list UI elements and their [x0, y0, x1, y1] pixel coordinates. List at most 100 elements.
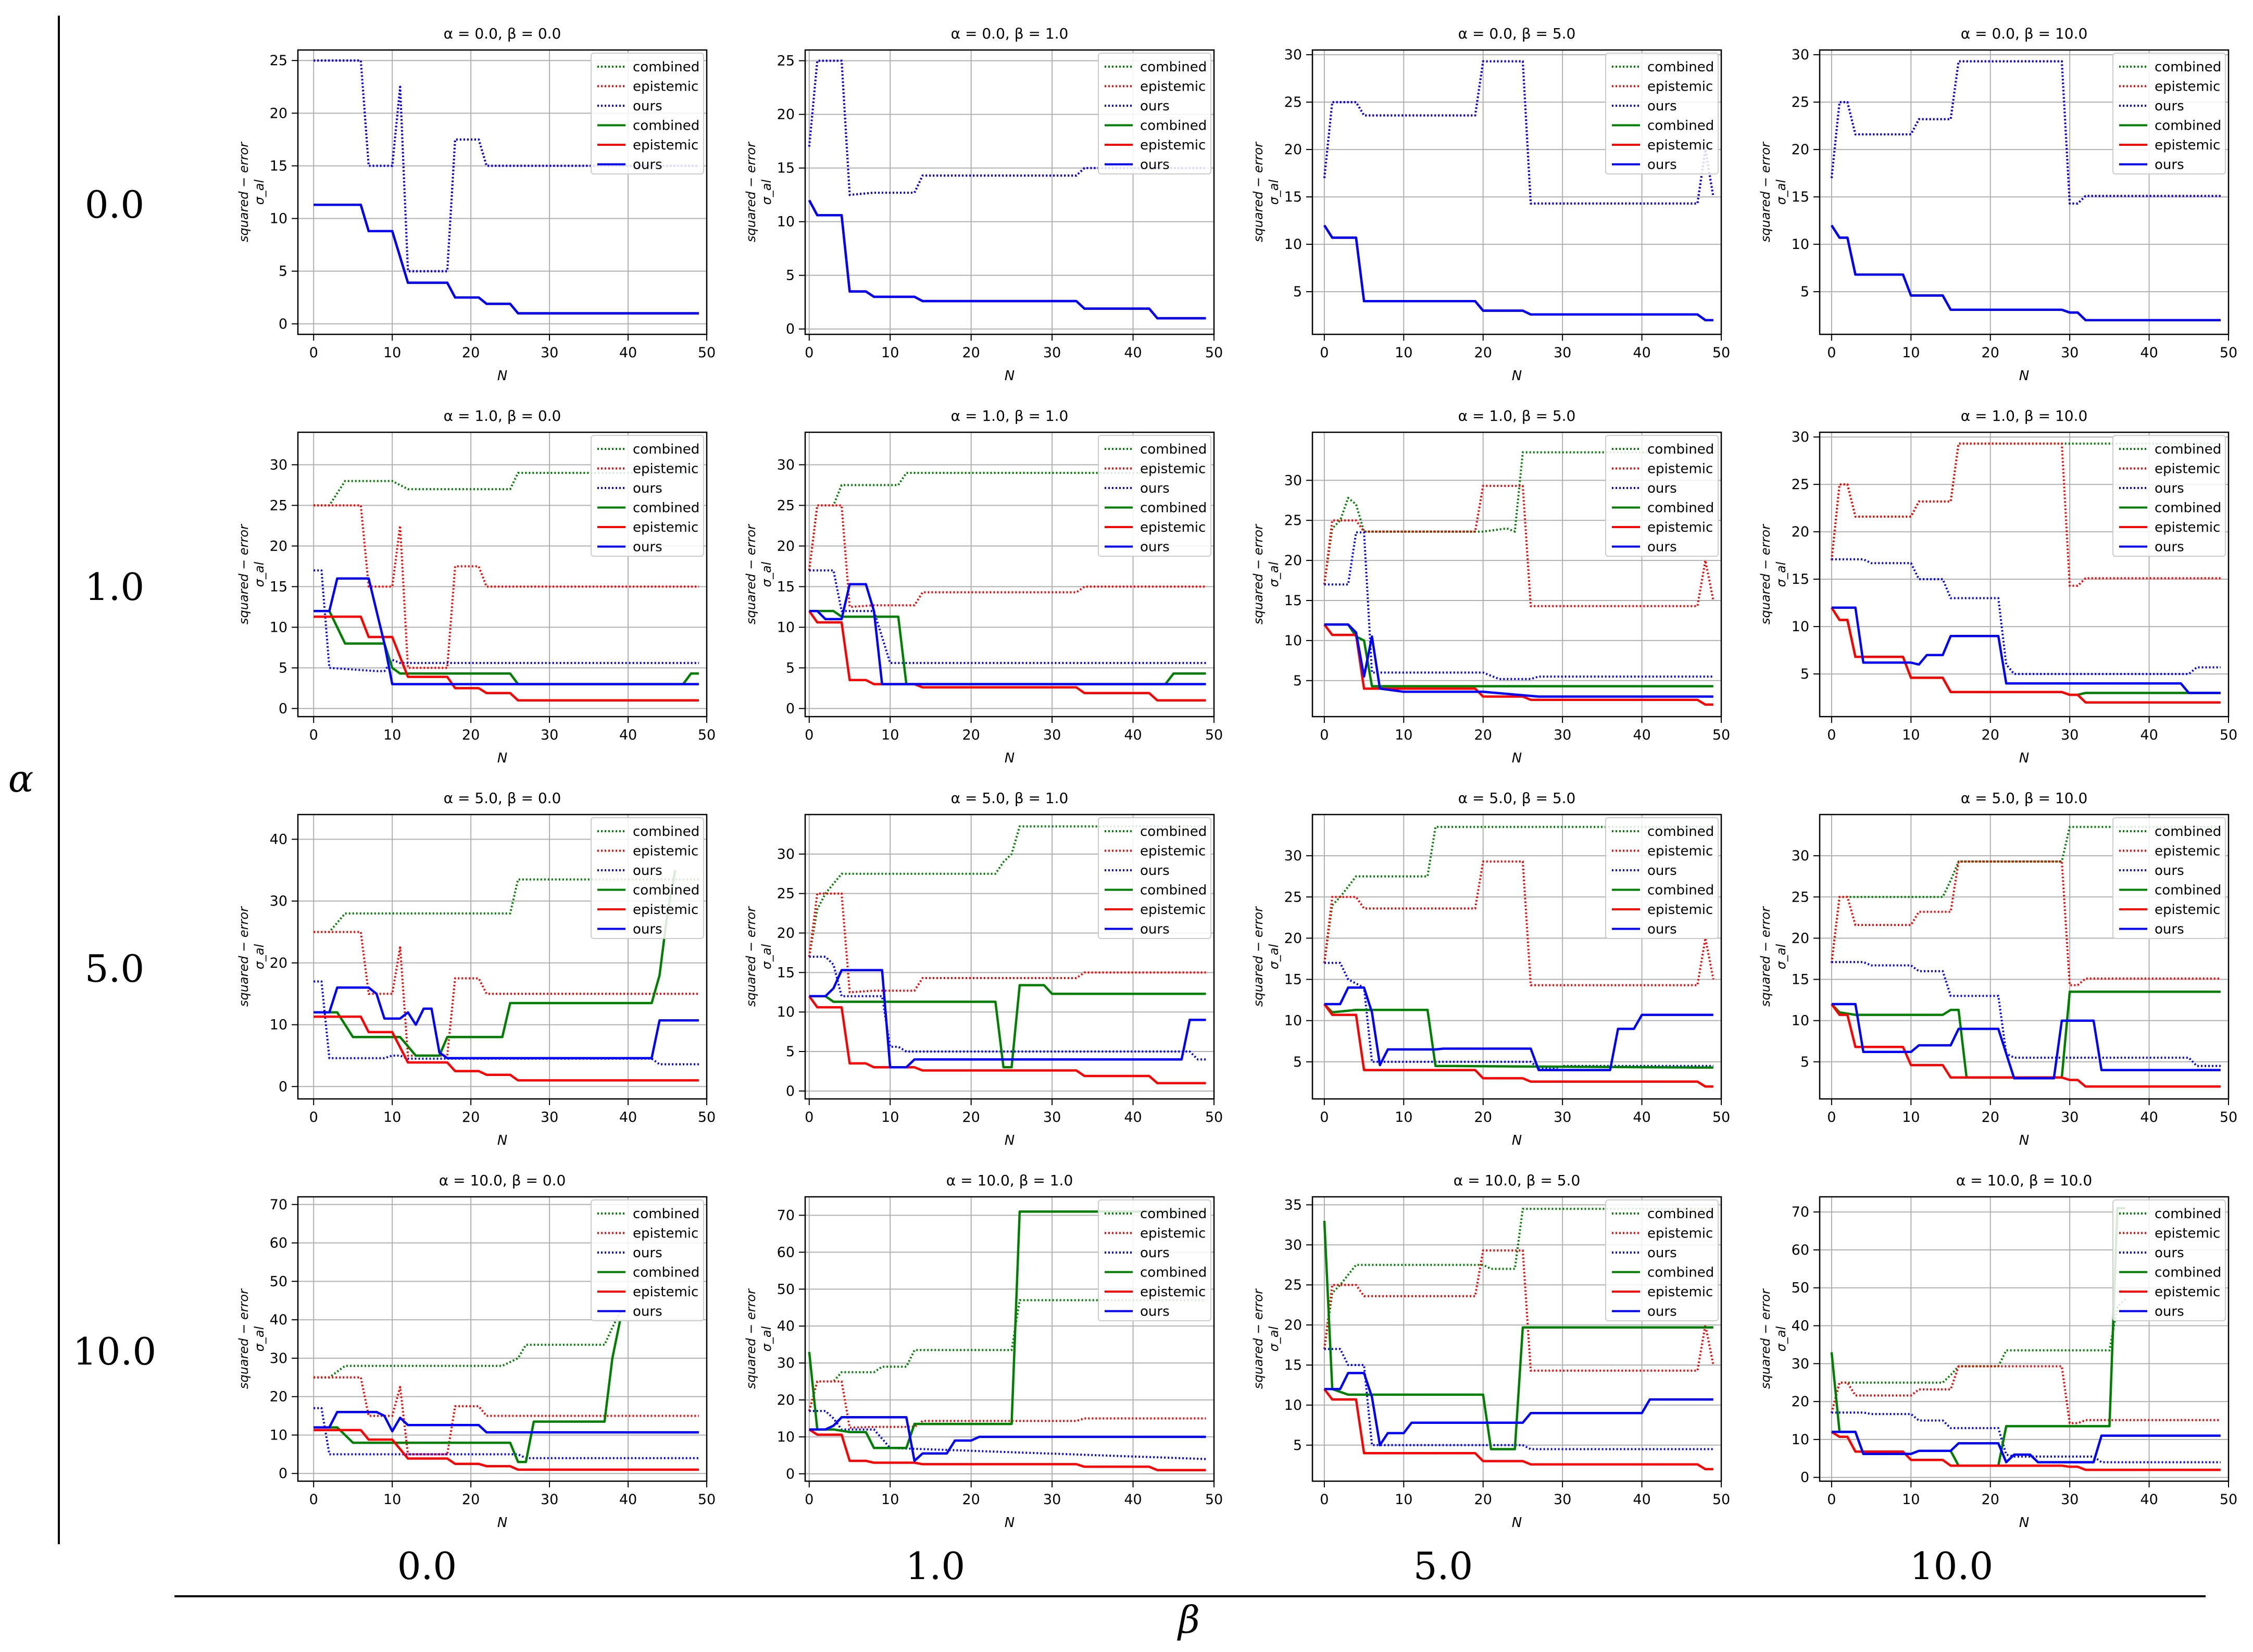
x-tick-label: 10 [383, 345, 401, 361]
y-axis-label-secondary: σ_al [1267, 1326, 1281, 1351]
x-tick-label: 10 [383, 1492, 401, 1508]
x-tick-label: 20 [1982, 1109, 1999, 1125]
x-tick-label: 0 [309, 1109, 318, 1125]
legend-label: epistemic [1647, 461, 1713, 477]
legend: combined epistemic ours combined epistemic ou… [2112, 435, 2226, 557]
y-tick-label: 20 [270, 1389, 287, 1405]
y-tick-label: 0 [279, 700, 287, 717]
series-ours-solid [1324, 623, 1713, 698]
legend: combined epistemic ours combined epistemic ou… [2112, 1199, 2226, 1321]
x-tick-label: 0 [1827, 1492, 1836, 1508]
series-ours-solid [314, 204, 699, 315]
legend-label: epistemic [1647, 520, 1713, 535]
y-tick-label: 40 [777, 1318, 795, 1334]
series-ours-solid [314, 577, 699, 685]
series-combined-dotted [1323, 825, 1713, 963]
series-combined-solid [809, 984, 1206, 1069]
legend-label: combined [2155, 500, 2221, 516]
series-combined-solid [1323, 1003, 1713, 1069]
series-combined-solid [314, 1319, 622, 1463]
subplot-4: 0 10 20 30 40 50 0 5 10 15 20 25 30 α = 1.0, β = 0.0 N… [236, 407, 716, 766]
y-axis-label-secondary: σ_al [252, 1326, 267, 1351]
y-tick-label: 10 [777, 214, 795, 230]
x-tick-label: 20 [1982, 727, 1999, 743]
col-label-3: 10.0 [1910, 1544, 1993, 1588]
x-tick-label: 50 [1205, 345, 1223, 361]
axes-frame [297, 49, 708, 335]
y-axis-label: squared − error [1251, 906, 1266, 1007]
legend-label: combined [633, 442, 699, 457]
series-epistemic-dotted [808, 1380, 1206, 1429]
legend-label: ours [1140, 863, 1170, 879]
legend: combined epistemic ours combined epistemic ou… [2112, 817, 2226, 939]
series-ours-solid [809, 583, 1206, 685]
legend: combined epistemic ours combined epistemic ou… [1605, 1199, 1719, 1321]
legend-label: combined [2155, 118, 2221, 134]
legend-label: epistemic [2155, 1284, 2220, 1300]
col-axis-symbol: β [1176, 1598, 1200, 1642]
x-tick-label: 20 [462, 1109, 480, 1125]
y-tick-label: 5 [279, 660, 287, 676]
x-tick-label: 0 [1320, 1109, 1329, 1125]
x-tick-label: 10 [881, 727, 899, 743]
legend-label: ours [1647, 1245, 1677, 1261]
legend-label: epistemic [633, 1284, 698, 1300]
x-axis-label: N [497, 1133, 507, 1148]
subplot-12: 0 10 20 30 40 50 0 10 20 30 40 50 60 70 α = 10.0, β = … [236, 1172, 716, 1531]
x-tick-label: 10 [1902, 1109, 1920, 1125]
legend-label: combined [2155, 883, 2221, 898]
legend-label: combined [2155, 1206, 2221, 1222]
x-tick-label: 20 [1982, 1492, 1999, 1508]
y-tick-label: 50 [777, 1281, 795, 1297]
series-ours-dotted [1324, 1348, 1713, 1450]
y-tick-label: 5 [786, 268, 795, 284]
y-axis-label-secondary: σ_al [759, 944, 774, 969]
series-ours-dotted [809, 956, 1206, 1061]
y-tick-label: 25 [1284, 512, 1302, 529]
y-tick-label: 30 [777, 457, 795, 473]
series-ours-dotted [809, 569, 1206, 664]
y-tick-label: 30 [1792, 429, 1809, 445]
y-axis-label: squared − error [744, 141, 758, 242]
series-combined-dotted [314, 1311, 621, 1379]
legend-label: combined [1140, 500, 1207, 516]
y-tick-label: 0 [279, 1466, 287, 1482]
legend: combined epistemic ours combined epistemic ou… [591, 435, 704, 557]
x-tick-label: 0 [1320, 1492, 1329, 1508]
y-tick-label: 5 [1293, 1437, 1302, 1454]
subplot-title: α = 10.0, β = 10.0 [1956, 1172, 2092, 1189]
y-tick-label: 10 [270, 619, 287, 635]
x-tick-label: 30 [1043, 1109, 1061, 1125]
legend-label: combined [1140, 824, 1207, 840]
axes-frame [1311, 431, 1722, 718]
y-tick-label: 40 [270, 1312, 287, 1328]
y-tick-label: 10 [270, 1017, 287, 1033]
x-tick-label: 40 [1633, 1109, 1650, 1125]
x-tick-label: 40 [1633, 1492, 1650, 1508]
subplot-title: α = 0.0, β = 10.0 [1961, 25, 2088, 42]
y-axis-label: squared − error [236, 141, 251, 242]
series-ours-solid [809, 969, 1206, 1069]
y-axis-label-secondary: σ_al [759, 1326, 774, 1351]
y-tick-label: 25 [1284, 94, 1302, 110]
y-axis-label: squared − error [1758, 1288, 1773, 1389]
x-tick-label: 40 [1633, 727, 1650, 743]
subplot-0: 0 10 20 30 40 50 0 5 10 15 20 25 α = 0.0, β = 0.0 Nsq… [236, 25, 716, 384]
y-tick-label: 25 [777, 53, 795, 69]
series-combined-dotted [808, 825, 1206, 957]
legend-label: epistemic [1140, 461, 1206, 477]
legend-label: ours [1647, 98, 1677, 114]
y-axis-label: squared − error [236, 906, 251, 1007]
x-tick-label: 30 [2061, 1492, 2079, 1508]
legend-label: ours [2155, 1304, 2184, 1320]
legend-label: epistemic [2155, 79, 2220, 95]
series-ours-dotted [809, 1410, 1206, 1460]
y-axis-label-secondary: σ_al [1267, 944, 1281, 969]
x-tick-label: 50 [1205, 1492, 1223, 1508]
x-tick-label: 50 [1205, 727, 1223, 743]
series-combined-dotted [1830, 1298, 2126, 1413]
x-tick-label: 40 [2140, 727, 2158, 743]
y-tick-label: 30 [1284, 47, 1302, 63]
x-tick-label: 10 [881, 1492, 899, 1508]
legend-label: ours [1140, 157, 1170, 173]
